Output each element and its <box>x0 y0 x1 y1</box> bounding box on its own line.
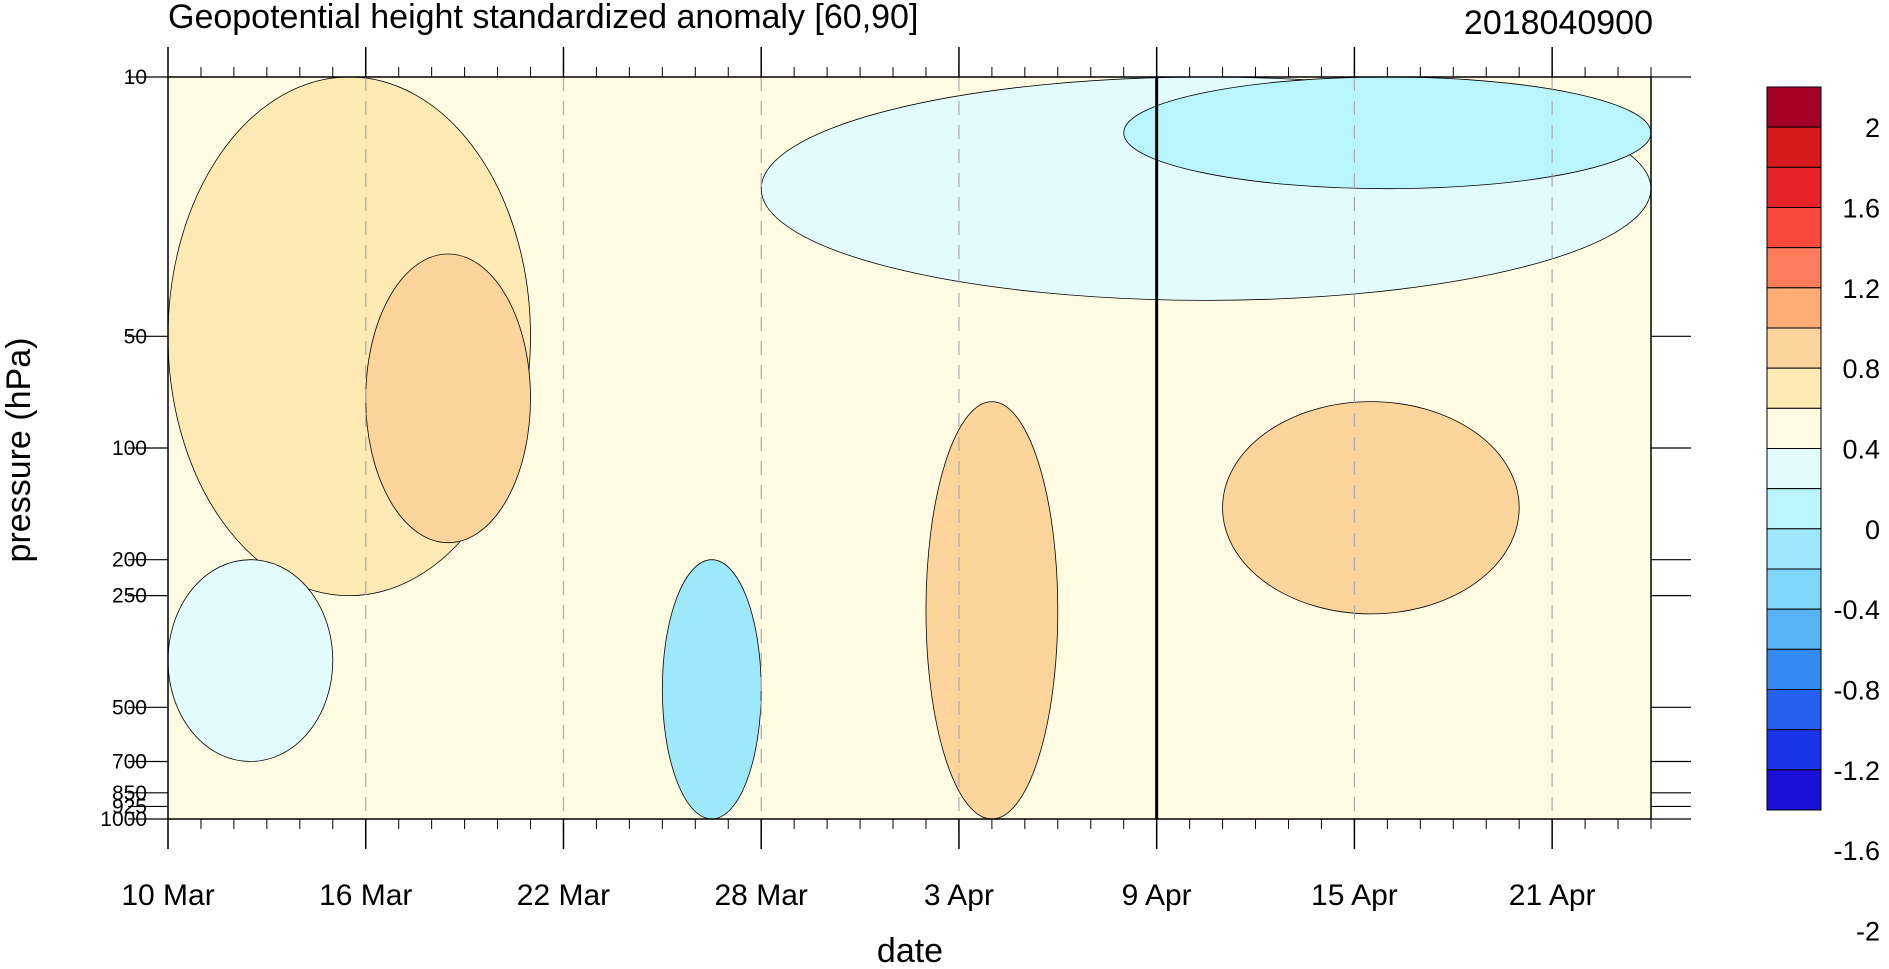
colorbar-swatch <box>1766 86 1822 128</box>
colorbar-label: 1.6 <box>1842 194 1880 224</box>
colorbar-swatch <box>1766 407 1822 450</box>
anomaly-region <box>168 559 334 762</box>
colorbar-swatch <box>1766 769 1822 811</box>
colorbar-swatch <box>1766 126 1822 168</box>
x-tick-label: 3 Apr <box>924 879 994 912</box>
y-tick-label: 250 <box>112 585 147 608</box>
colorbar-swatch <box>1766 247 1822 289</box>
colorbar-label: 1.2 <box>1842 274 1880 304</box>
colorbar: 2 1.6 1.2 0.8 0.4 0 -0.4 -0.8 -1.2 -1.6 -2 <box>1766 86 1880 947</box>
y-tick-label: 200 <box>112 549 147 572</box>
colorbar-swatch <box>1766 689 1822 731</box>
anomaly-region <box>925 401 1059 819</box>
colorbar-swatch <box>1766 729 1822 771</box>
colorbar-label: -0.4 <box>1833 595 1880 625</box>
colorbar-label: 0.8 <box>1842 354 1880 384</box>
y-tick-label: 10 <box>124 66 147 89</box>
y-tick-label: 1000 <box>100 808 147 831</box>
x-tick-label: 10 Mar <box>121 879 214 912</box>
y-tick-label: 925 <box>112 795 147 818</box>
colorbar-label: -1.2 <box>1833 756 1880 786</box>
colorbar-label: 0.4 <box>1842 435 1880 465</box>
anomaly-region <box>1222 401 1520 615</box>
y-axis-label: pressure (hPa) <box>0 338 38 563</box>
chart-title: Geopotential height standardized anomaly… <box>168 0 918 36</box>
x-tick-label: 28 Mar <box>715 879 808 912</box>
x-tick-label: 21 Apr <box>1509 879 1596 912</box>
y-tick-label: 100 <box>112 437 147 460</box>
chart-subtitle: 2018040900 <box>1464 4 1653 42</box>
colorbar-swatch <box>1766 207 1822 249</box>
y-tick-label: 500 <box>112 696 147 719</box>
y-tick-label: 50 <box>124 325 147 348</box>
y-tick-label: 850 <box>112 782 147 805</box>
colorbar-swatch <box>1766 448 1822 490</box>
colorbar-swatch <box>1766 166 1822 208</box>
colorbar-label: -2 <box>1856 917 1880 947</box>
colorbar-swatch <box>1766 528 1822 570</box>
colorbar-swatch <box>1766 327 1822 369</box>
anomaly-region <box>365 253 531 544</box>
x-tick-label: 15 Apr <box>1311 879 1398 912</box>
y-tick-label: 700 <box>112 751 147 774</box>
colorbar-swatch <box>1766 287 1822 329</box>
x-axis-label: date <box>877 932 943 969</box>
plot-area <box>167 76 1652 820</box>
colorbar-label: -1.6 <box>1833 836 1880 866</box>
anomaly-region <box>661 559 762 819</box>
x-tick-label: 22 Mar <box>517 879 610 912</box>
colorbar-swatch <box>1766 608 1822 650</box>
colorbar-label: -0.8 <box>1833 676 1880 706</box>
colorbar-label: 0 <box>1865 515 1880 545</box>
x-tick-label: 9 Apr <box>1122 879 1192 912</box>
x-tick-label: 16 Mar <box>319 879 412 912</box>
colorbar-swatch <box>1766 488 1822 530</box>
colorbar-swatch <box>1766 648 1822 690</box>
anomaly-region <box>1123 77 1651 190</box>
colorbar-swatch <box>1766 568 1822 610</box>
x-axis: 10 Mar 16 Mar 22 Mar 28 Mar 3 Apr 9 Apr 15 Apr… <box>121 47 1652 912</box>
colorbar-label: 2 <box>1865 113 1880 143</box>
colorbar-swatch <box>1766 367 1822 409</box>
